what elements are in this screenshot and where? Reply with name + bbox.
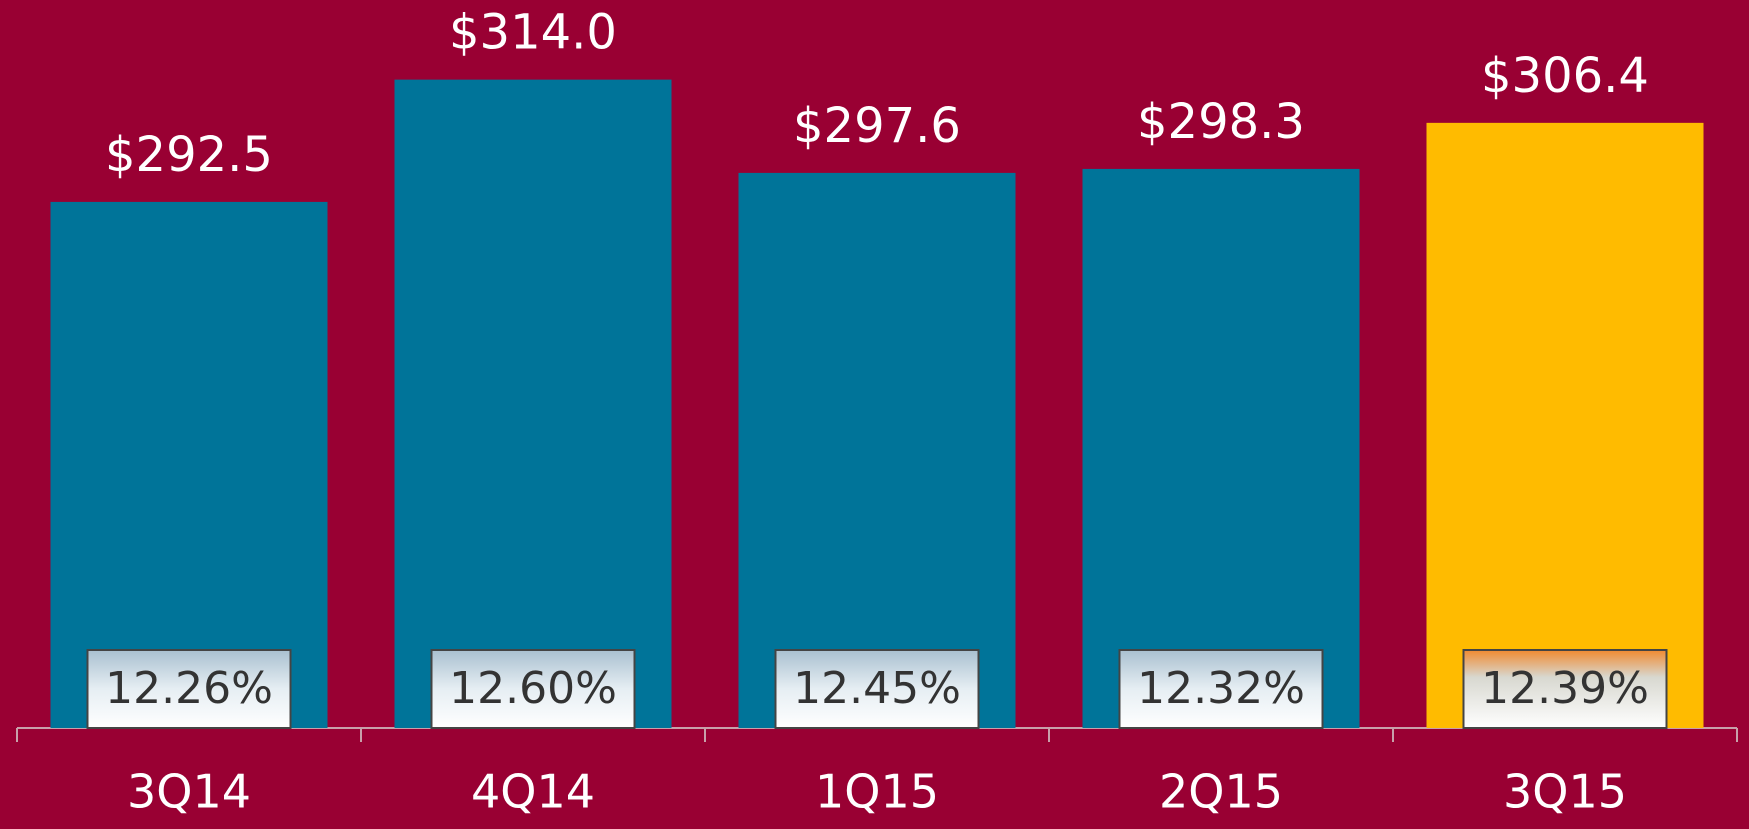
ratio-label: 12.60%	[449, 663, 617, 714]
ratio-box	[1462, 649, 1668, 729]
x-tick-label: 1Q15	[815, 765, 939, 819]
ratio-box	[774, 649, 980, 729]
ratio-box	[430, 649, 636, 729]
bar	[394, 79, 672, 728]
x-tick-label: 3Q14	[127, 765, 251, 819]
value-label: $306.4	[1481, 48, 1649, 104]
x-tick-label: 3Q15	[1503, 765, 1627, 819]
value-label: $314.0	[449, 5, 617, 61]
ratio-label: 12.32%	[1137, 663, 1305, 714]
value-label: $297.6	[793, 98, 961, 154]
ratio-label: 12.39%	[1481, 663, 1649, 714]
ratio-label: 12.45%	[793, 663, 961, 714]
bar	[50, 201, 328, 728]
bar	[1426, 122, 1704, 729]
value-label: $292.5	[105, 127, 273, 183]
x-tick-label: 4Q14	[471, 765, 595, 819]
bar	[738, 172, 1016, 728]
ratio-box	[1118, 649, 1324, 729]
x-tick-label: 2Q15	[1159, 765, 1283, 819]
ratio-label: 12.26%	[105, 663, 273, 714]
value-label: $298.3	[1137, 94, 1305, 150]
bar	[1082, 168, 1360, 728]
ratio-box	[86, 649, 292, 729]
